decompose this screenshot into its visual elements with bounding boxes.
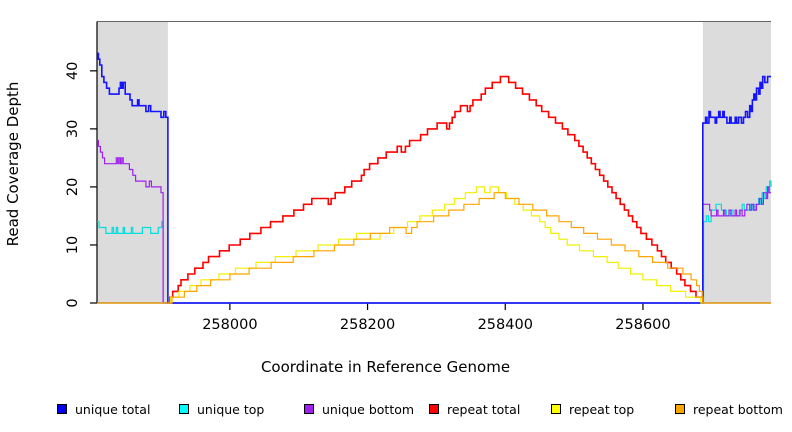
y-tick-label: 10 <box>65 236 81 254</box>
legend-item-unique-total: unique total <box>57 401 150 417</box>
series-line-unique-total <box>97 52 771 304</box>
x-tick-label: 258400 <box>478 317 533 333</box>
legend-label: repeat total <box>447 401 521 417</box>
x-axis-title: Coordinate in Reference Genome <box>260 358 511 376</box>
legend-swatch-icon <box>179 404 189 414</box>
y-axis-title: Read Coverage Depth <box>4 81 22 247</box>
legend-label: unique top <box>197 401 265 417</box>
legend-item-unique-top: unique top <box>179 401 264 417</box>
y-tick-label: 0 <box>65 298 81 307</box>
legend-swatch-icon <box>675 404 685 414</box>
legend-item-repeat-total: repeat total <box>429 401 520 417</box>
y-tick-label: 20 <box>65 178 81 196</box>
series-line-unique-bottom <box>97 139 771 304</box>
y-tick-label: 40 <box>65 62 81 80</box>
legend-swatch-icon <box>304 404 314 414</box>
legend-swatch-icon <box>551 404 561 414</box>
legend-item-unique-bottom: unique bottom <box>304 401 414 417</box>
shaded-region-left <box>97 21 168 303</box>
legend-swatch-icon <box>429 404 439 414</box>
legend-swatch-icon <box>57 404 67 414</box>
y-tick-label: 30 <box>65 120 81 138</box>
shaded-region-right <box>702 21 771 303</box>
legend-label: unique bottom <box>322 401 415 417</box>
series-line-repeat-bottom <box>97 192 771 304</box>
x-tick-label: 258200 <box>340 317 395 333</box>
series-line-repeat-total <box>167 75 704 304</box>
legend-label: unique total <box>75 401 151 417</box>
legend-item-repeat-top: repeat top <box>551 401 634 417</box>
x-tick-label: 258600 <box>615 317 670 333</box>
x-tick-label: 258000 <box>202 317 257 333</box>
series-line-unique-top <box>97 180 772 304</box>
legend-label: repeat bottom <box>693 401 783 417</box>
legend-item-repeat-bottom: repeat bottom <box>675 401 783 417</box>
legend-label: repeat top <box>569 401 635 417</box>
